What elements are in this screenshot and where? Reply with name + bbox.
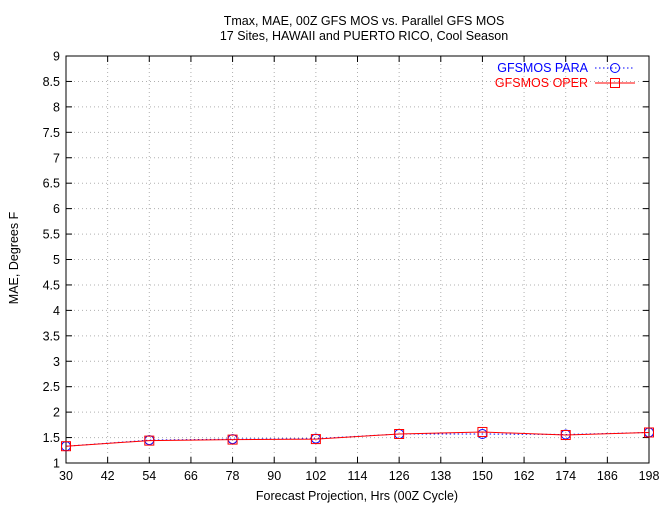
- y-tick-label: 4.5: [43, 278, 60, 292]
- x-tick-label: 138: [430, 469, 451, 483]
- x-tick-label: 114: [348, 469, 368, 483]
- y-tick-label: 6: [53, 202, 60, 216]
- y-tick-label: 8: [53, 100, 60, 114]
- legend: GFSMOS PARA GFSMOS OPER: [495, 61, 635, 90]
- y-tick-label: 7.5: [43, 126, 60, 140]
- y-tick-label: 2.5: [43, 380, 60, 394]
- x-axis-label: Forecast Projection, Hrs (00Z Cycle): [256, 489, 458, 503]
- x-tick-label: 186: [597, 469, 618, 483]
- data-point-oper: [394, 429, 405, 440]
- x-tick-label: 66: [184, 469, 198, 483]
- tick-labels: 30 42 54 66 78 90 102 114 126 138 150 162 174 186 1981…: [43, 50, 660, 484]
- y-tick-label: 1: [53, 457, 60, 471]
- x-tick-label: 54: [142, 469, 156, 483]
- x-tick-label: 150: [472, 469, 493, 483]
- x-tick-label: 198: [639, 469, 660, 483]
- x-tick-label: 174: [555, 469, 576, 483]
- y-tick-label: 5.5: [43, 228, 60, 242]
- y-tick-label: 3: [53, 355, 60, 369]
- series-line-oper: [65, 431, 650, 447]
- x-tick-label: 42: [101, 469, 115, 483]
- y-tick-label: 8.5: [43, 75, 60, 89]
- x-tick-label: 102: [305, 469, 326, 483]
- y-tick-label: 1.5: [43, 431, 60, 445]
- y-axis-label: MAE, Degrees F: [7, 211, 21, 304]
- x-tick-label: 126: [389, 469, 410, 483]
- y-tick-label: 5: [53, 253, 60, 267]
- chart-subtitle: 17 Sites, HAWAII and PUERTO RICO, Cool S…: [220, 29, 508, 43]
- axes: [65, 55, 650, 464]
- data-point-oper: [560, 430, 571, 441]
- legend-label-para: GFSMOS PARA: [497, 61, 588, 75]
- legend-label-oper: GFSMOS OPER: [495, 76, 588, 90]
- data-point-oper: [144, 435, 155, 446]
- y-tick-label: 7: [53, 151, 60, 165]
- y-tick-label: 3.5: [43, 329, 60, 343]
- data-point-oper: [644, 427, 654, 438]
- y-tick-label: 2: [53, 406, 60, 420]
- x-tick-label: 78: [226, 469, 240, 483]
- data-point-oper: [227, 434, 238, 445]
- y-tick-label: 6.5: [43, 177, 60, 191]
- legend-marker-para: [610, 63, 620, 73]
- data-series: [61, 426, 654, 452]
- x-tick-label: 30: [59, 469, 73, 483]
- data-point-oper: [61, 441, 71, 452]
- data-point-oper: [477, 426, 488, 437]
- y-tick-label: 9: [53, 50, 60, 64]
- data-point-oper: [310, 434, 321, 445]
- y-tick-label: 4: [53, 304, 60, 318]
- x-tick-label: 90: [267, 469, 281, 483]
- x-tick-label: 162: [514, 469, 535, 483]
- legend-marker-oper: [610, 78, 620, 88]
- chart-title: Tmax, MAE, 00Z GFS MOS vs. Parallel GFS …: [224, 14, 505, 28]
